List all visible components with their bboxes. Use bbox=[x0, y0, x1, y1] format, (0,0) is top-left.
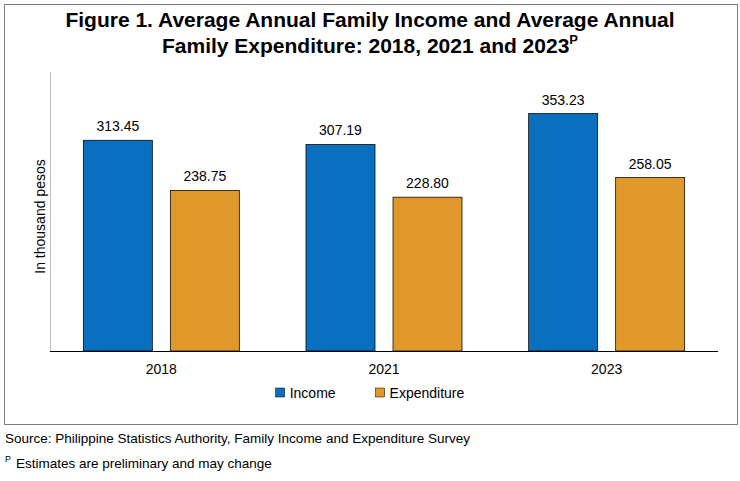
data-label: 238.75 bbox=[183, 168, 226, 184]
y-axis-label: In thousand pesos bbox=[32, 159, 48, 273]
footnote-mark: P bbox=[5, 454, 11, 464]
title-line: Figure 1. Average Annual Family Income a… bbox=[65, 8, 674, 31]
legend-label: Income bbox=[290, 385, 336, 401]
bar bbox=[529, 114, 598, 351]
title: Figure 1. Average Annual Family Income a… bbox=[65, 8, 674, 31]
data-label: 228.80 bbox=[406, 175, 449, 191]
bar bbox=[616, 178, 685, 351]
bars bbox=[83, 114, 684, 351]
chart: Figure 1. Average Annual Family Income a… bbox=[0, 0, 740, 481]
source: Source: Philippine Statistics Authority,… bbox=[5, 431, 470, 446]
x-axis bbox=[50, 351, 718, 352]
bar bbox=[393, 197, 462, 351]
legend-swatch bbox=[276, 388, 285, 397]
data-label: 353.23 bbox=[542, 92, 585, 108]
y-axis bbox=[50, 72, 51, 351]
chart-frame bbox=[5, 5, 738, 425]
legend-label: Expenditure bbox=[390, 385, 465, 401]
data-label: 313.45 bbox=[96, 118, 139, 134]
legend-swatch bbox=[376, 388, 385, 397]
data-label: 307.19 bbox=[319, 122, 362, 138]
footnote: Estimates are preliminary and may change bbox=[16, 456, 272, 471]
legend: Income Expenditure bbox=[276, 385, 465, 401]
x-tick-label: 2018 bbox=[146, 361, 177, 377]
x-tick-label: 2021 bbox=[368, 361, 399, 377]
bar bbox=[306, 144, 375, 351]
x-tick-label: 2023 bbox=[591, 361, 622, 377]
bar bbox=[83, 140, 152, 351]
title-superscript: P bbox=[569, 32, 578, 47]
bar bbox=[170, 190, 239, 351]
data-label: 258.05 bbox=[629, 156, 672, 172]
title: Family Expenditure: 2018, 2021 and 2023P bbox=[162, 32, 578, 57]
title-line: Family Expenditure: 2018, 2021 and 2023 bbox=[162, 34, 569, 57]
